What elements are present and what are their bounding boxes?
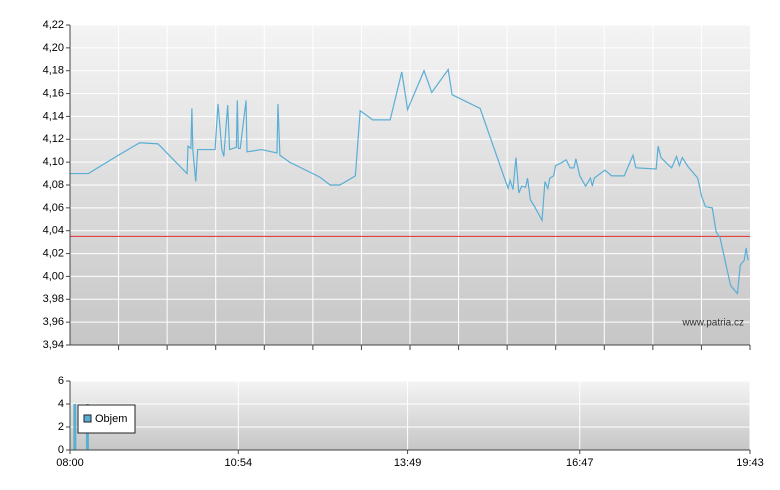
y-tick-label: 3,94	[43, 339, 64, 351]
y-tick-label: 4	[58, 398, 64, 410]
x-tick-label: 13:49	[394, 457, 422, 469]
y-tick-label: 3,96	[43, 316, 64, 328]
x-tick-label: 16:47	[566, 457, 594, 469]
y-tick-label: 6	[58, 375, 64, 387]
y-tick-label: 4,10	[43, 156, 64, 168]
plot-area	[70, 381, 750, 450]
x-tick-label: 10:54	[225, 457, 253, 469]
y-tick-label: 4,20	[43, 42, 64, 54]
y-tick-label: 2	[58, 421, 64, 433]
y-tick-label: 4,00	[43, 270, 64, 282]
y-tick-label: 4,18	[43, 65, 64, 77]
price-line	[70, 68, 749, 296]
y-tick-label: 4,04	[43, 225, 64, 237]
y-tick-label: 4,14	[43, 110, 64, 122]
x-tick-label: 08:00	[56, 457, 84, 469]
legend-swatch	[83, 414, 92, 423]
y-tick-label: 4,06	[43, 202, 64, 214]
y-tick-label: 4,16	[43, 87, 64, 99]
y-tick-label: 4,22	[43, 19, 64, 31]
y-tick-label: 0	[58, 444, 64, 456]
legend: Objem	[77, 404, 136, 434]
y-tick-label: 4,08	[43, 179, 64, 191]
y-tick-label: 3,98	[43, 293, 64, 305]
legend-label: Objem	[95, 413, 127, 425]
y-tick-label: 4,12	[43, 133, 64, 145]
x-tick-label: 19:43	[736, 457, 764, 469]
watermark: www.patria.cz	[681, 318, 744, 329]
volume-bar	[73, 404, 77, 450]
y-tick-label: 4,02	[43, 247, 64, 259]
